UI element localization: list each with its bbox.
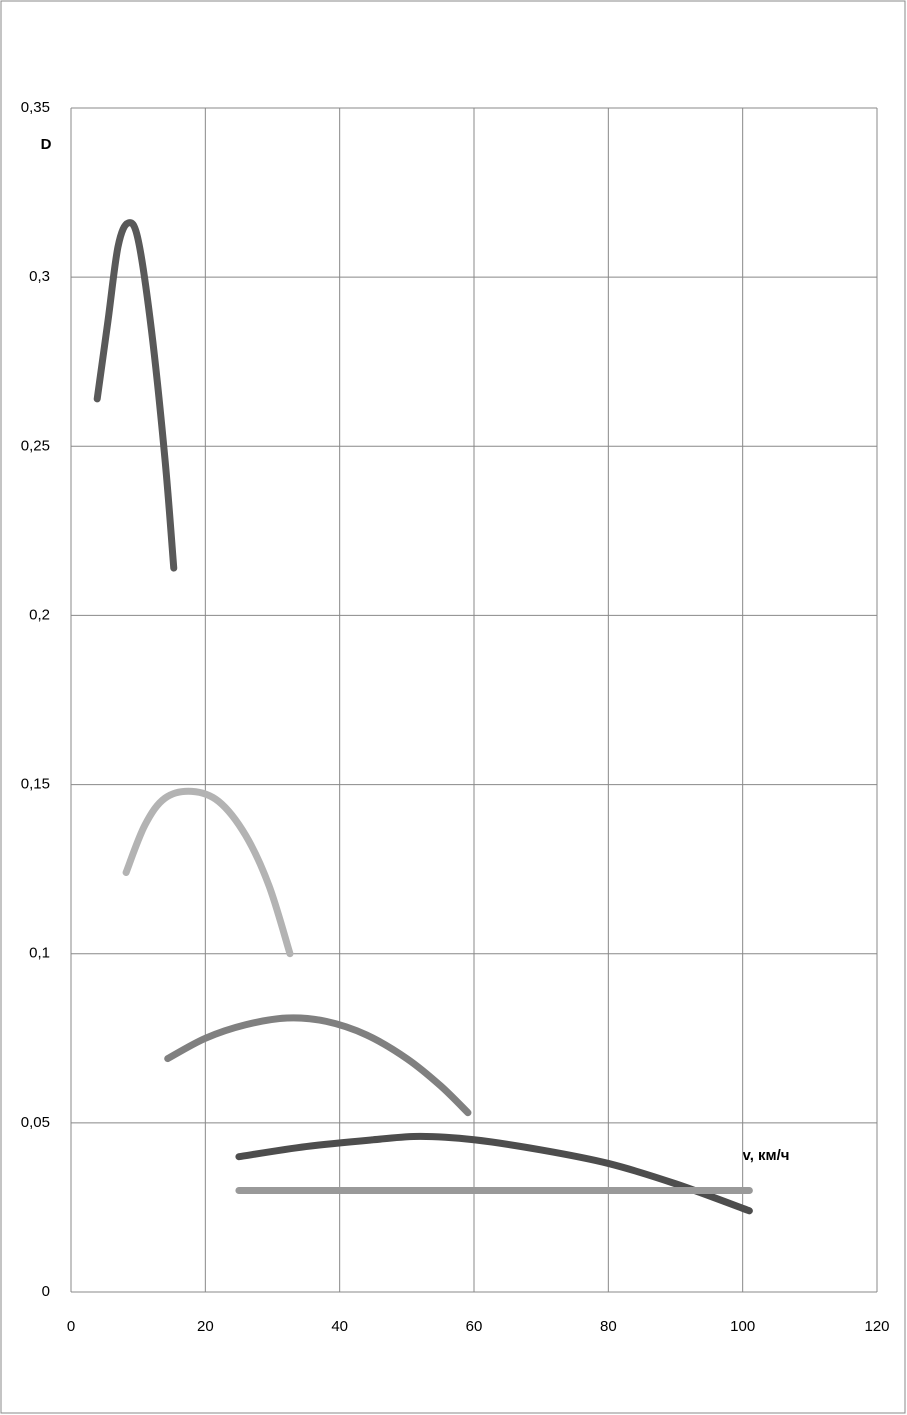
x-tick-label: 40	[331, 1318, 348, 1335]
y-tick-label: 0,05	[21, 1114, 50, 1131]
x-tick-label: 60	[466, 1318, 483, 1335]
y-tick-label: 0,1	[29, 945, 50, 962]
y-tick-label: 0,25	[21, 437, 50, 454]
y-tick-label: 0,2	[29, 606, 50, 623]
x-tick-label: 80	[600, 1318, 617, 1335]
y-tick-label: 0,15	[21, 776, 50, 793]
y-axis-label: D	[41, 136, 52, 153]
y-tick-label: 0	[42, 1283, 50, 1300]
x-tick-label: 120	[864, 1318, 889, 1335]
data-line	[235, 1132, 753, 1215]
data-line	[122, 787, 294, 958]
data-line	[164, 1014, 472, 1117]
x-axis-label: v, км/ч	[742, 1147, 789, 1164]
y-tick-label: 0,3	[29, 268, 50, 285]
y-tick-label: 0,35	[21, 99, 50, 116]
x-tick-label: 20	[197, 1318, 214, 1335]
x-tick-label: 0	[67, 1318, 75, 1335]
x-tick-label: 100	[730, 1318, 755, 1335]
data-line	[93, 219, 178, 572]
